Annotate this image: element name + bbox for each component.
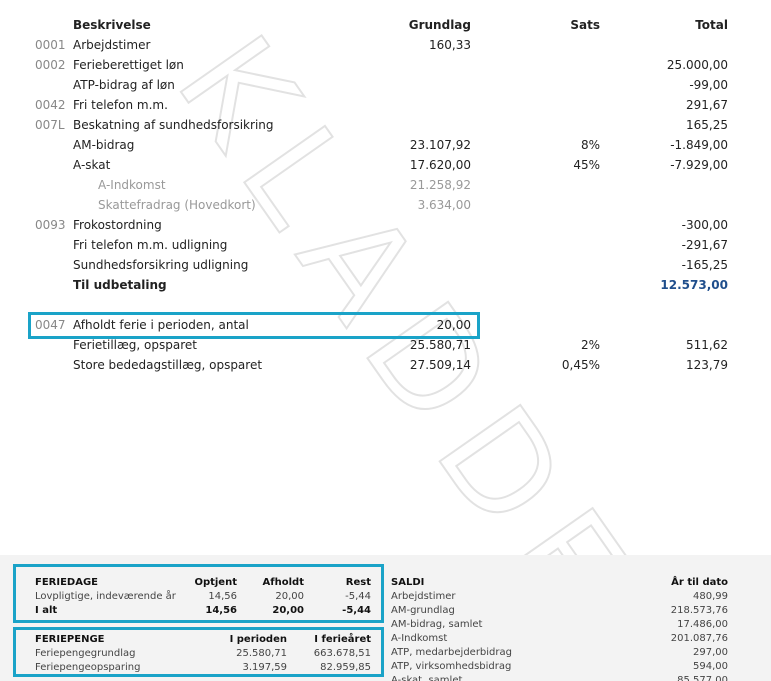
feriepenge-cell: 25.580,71 [236,648,287,659]
row-text: Ferieberettiget løn [73,58,184,72]
saldi-cell: ATP, medarbejderbidrag [391,647,512,658]
row-text: Arbejdstimer [73,38,151,52]
row-text: Beskatning af sundhedsforsikring [73,118,274,132]
saldi-cell: AM-grundlag [391,605,455,616]
saldi-cell: AM-bidrag, samlet [391,619,483,630]
saldi-header: År til dato [671,577,728,588]
column-header: Beskrivelse [73,18,151,32]
saldi-cell: 480,99 [693,591,728,602]
feriedage-cell: -5,44 [345,591,371,602]
saldi-cell: 218.573,76 [670,605,728,616]
feriepenge-header: FERIEPENGE [35,634,105,645]
row-text: Fri telefon m.m. udligning [73,238,228,252]
feriedage-header: Rest [345,577,371,588]
row-basis: 17.620,00 [409,158,471,172]
row-total: -99,00 [689,78,728,92]
row-code: 007L [35,118,65,132]
row-rate: 45% [573,158,600,172]
feriepenge-cell: Feriepengegrundlag [35,648,136,659]
row-text: Fri telefon m.m. [73,98,168,112]
feriedage-cell: Lovpligtige, indeværende år [35,591,176,602]
row-text: Afholdt ferie i perioden, antal [73,318,249,332]
row-text: Ferietillæg, opsparet [73,338,197,352]
row-text: Sundhedsforsikring udligning [73,258,249,272]
column-header: Grundlag [408,18,471,32]
row-total: -300,00 [681,218,728,232]
saldi-cell: A-Indkomst [391,633,448,644]
row-text: Store bededagstillæg, opsparet [73,358,263,372]
feriepenge-header: I perioden [229,634,287,645]
saldi-cell: 297,00 [693,647,728,658]
row-text: A-Indkomst [98,178,166,192]
feriedage-cell: -5,44 [342,605,371,616]
feriedage-header: FERIEDAGE [35,577,98,588]
row-basis: 27.509,14 [409,358,471,372]
row-basis: 20,00 [436,318,471,332]
row-total: -165,25 [681,258,728,272]
highlight-box [28,312,480,339]
row-code: 0042 [35,98,66,112]
feriepenge-header: I ferieåret [314,634,371,645]
row-total: 291,67 [686,98,728,112]
row-code: 0002 [35,58,66,72]
row-total: -1.849,00 [670,138,728,152]
row-rate: 0,45% [561,358,600,372]
row-total: -7.929,00 [670,158,728,172]
row-basis: 25.580,71 [409,338,471,352]
row-total: -291,67 [681,238,728,252]
row-text: Skattefradrag (Hovedkort) [98,198,256,212]
saldi-cell: 17.486,00 [677,619,728,630]
highlight-box [13,564,384,623]
saldi-cell: 201.087,76 [670,633,728,644]
feriedage-cell: 14,56 [205,605,237,616]
feriedage-cell: 14,56 [208,591,237,602]
row-code: 0047 [35,318,66,332]
row-total: 25.000,00 [666,58,728,72]
row-rate: 8% [580,138,600,152]
row-rate: 2% [580,338,600,352]
row-code: 0093 [35,218,66,232]
feriedage-cell: I alt [35,605,58,616]
feriedage-cell: 20,00 [275,591,304,602]
row-basis: 23.107,92 [409,138,471,152]
saldi-cell: Arbejdstimer [391,591,456,602]
row-total: 511,62 [686,338,728,352]
feriepenge-cell: 3.197,59 [242,662,287,673]
saldi-cell: 594,00 [693,661,728,672]
row-total: 123,79 [686,358,728,372]
feriedage-header: Optjent [194,577,237,588]
saldi-cell: 85.577,00 [677,675,728,681]
row-total: 12.573,00 [660,278,728,292]
row-code: 0001 [35,38,66,52]
row-text: A-skat [73,158,111,172]
row-text: AM-bidrag [73,138,135,152]
feriepenge-cell: 82.959,85 [320,662,371,673]
row-basis: 3.634,00 [417,198,471,212]
column-header: Total [695,18,728,32]
row-basis: 21.258,92 [409,178,471,192]
row-total: 165,25 [686,118,728,132]
highlight-box [13,627,384,677]
row-text: Til udbetaling [73,278,167,292]
saldi-cell: A-skat, samlet [391,675,463,681]
feriepenge-cell: Feriepengeopsparing [35,662,141,673]
row-basis: 160,33 [429,38,471,52]
summary-panel [0,555,771,681]
feriedage-header: Afholdt [262,577,304,588]
row-text: Frokostordning [73,218,162,232]
feriepenge-cell: 663.678,51 [313,648,371,659]
feriedage-cell: 20,00 [272,605,304,616]
saldi-cell: ATP, virksomhedsbidrag [391,661,512,672]
column-header: Sats [570,18,600,32]
saldi-header: SALDI [391,577,425,588]
row-text: ATP-bidrag af løn [73,78,175,92]
